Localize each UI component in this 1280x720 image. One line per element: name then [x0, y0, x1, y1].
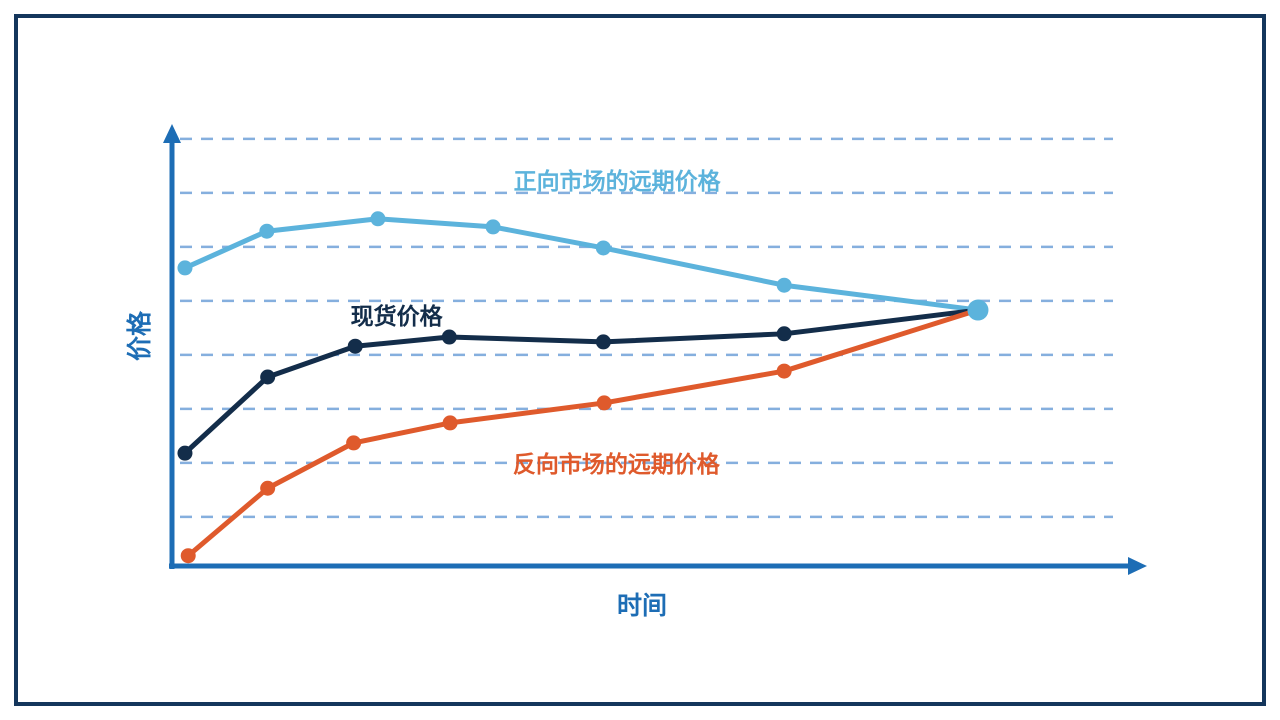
- series-point: [776, 326, 792, 342]
- series-line-2: [185, 307, 981, 559]
- series-point: [776, 277, 792, 293]
- series-label-annotation: 正向市场的远期价格: [514, 168, 722, 195]
- y-axis-arrow-icon: [163, 124, 181, 143]
- series-point: [260, 480, 276, 496]
- convergence-point: [967, 299, 989, 321]
- series-line-0: [182, 216, 981, 313]
- series-point: [346, 435, 362, 451]
- series-point: [595, 240, 611, 256]
- series-point: [259, 223, 275, 239]
- y-axis-label: 价格: [125, 310, 154, 362]
- series-label-annotation: 现货价格: [351, 303, 444, 330]
- series-point: [370, 211, 386, 227]
- series-point: [776, 363, 792, 379]
- series-point: [441, 329, 457, 345]
- series-point: [595, 334, 611, 350]
- series-line-1: [182, 307, 981, 456]
- series-label-annotation: 反向市场的远期价格: [513, 451, 721, 478]
- x-axis-label: 时间: [616, 591, 668, 620]
- series-point: [347, 338, 363, 354]
- series-point: [180, 548, 196, 564]
- series-point: [485, 219, 501, 235]
- series-point: [596, 395, 612, 411]
- series-point: [442, 415, 458, 431]
- series-point: [177, 445, 193, 461]
- series-point: [177, 260, 193, 276]
- series-point: [260, 369, 276, 385]
- x-axis-arrow-icon: [1128, 557, 1147, 575]
